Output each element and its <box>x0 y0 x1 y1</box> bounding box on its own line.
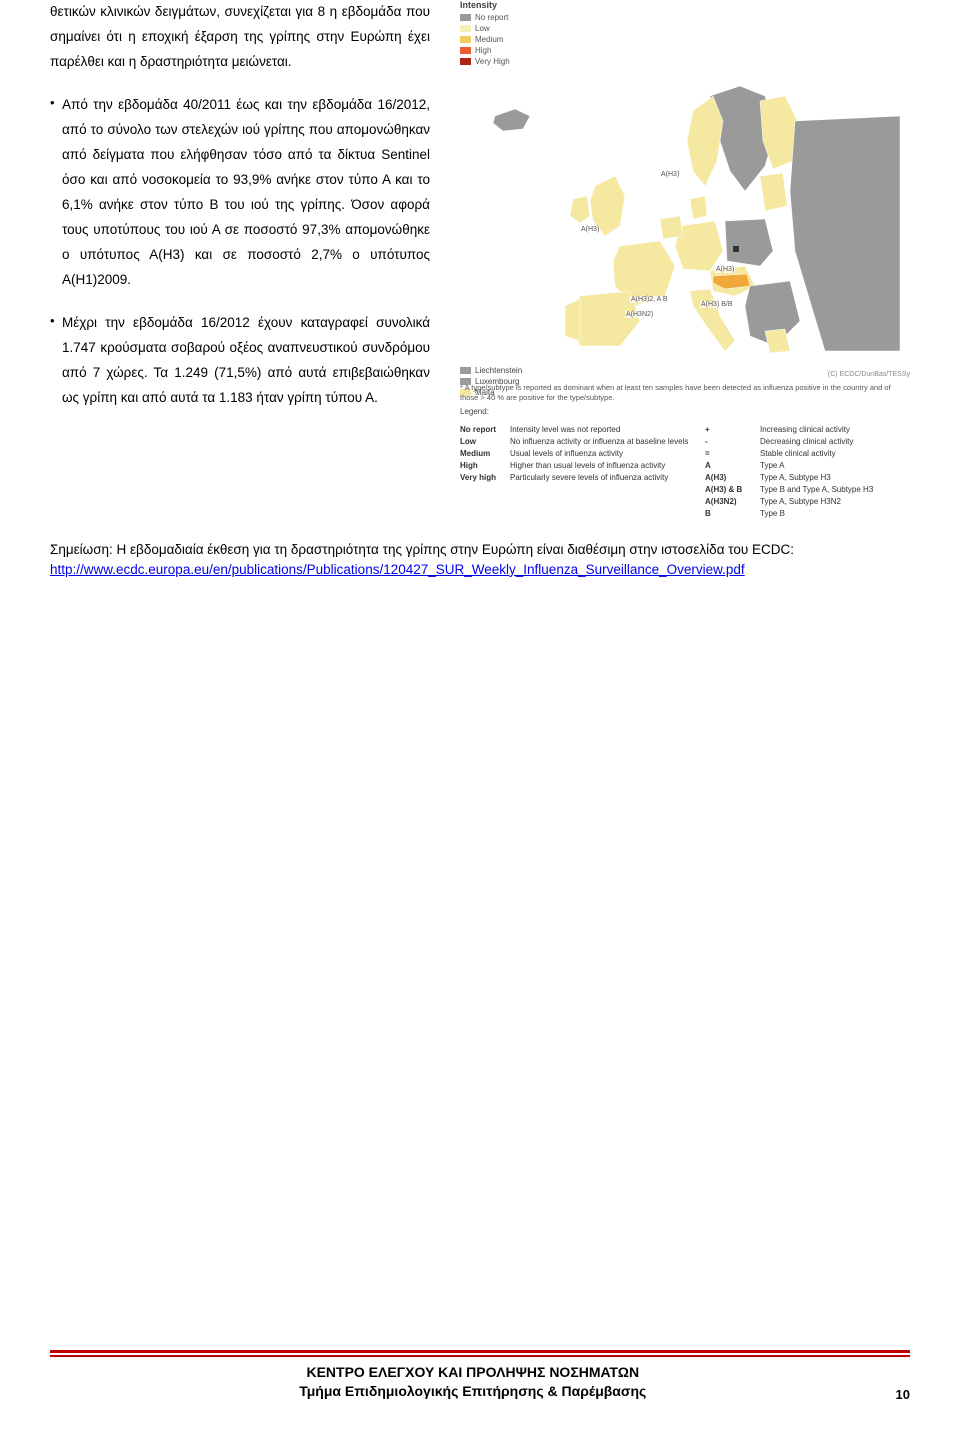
legend-col-symbol: A(H3N2) <box>705 497 760 506</box>
right-map-column: Intensity No report Low Medium High Very Hig… <box>450 0 910 520</box>
intensity-label: Medium <box>475 35 503 44</box>
bullet-dot-icon: • <box>50 311 62 411</box>
map-annotation: A(H3) <box>660 171 680 178</box>
legend-col-symbol: A(H3) & B <box>705 485 760 494</box>
country-label: Liechtenstein <box>475 366 522 375</box>
legend-col-symbol: + <box>705 425 760 434</box>
swatch-icon <box>460 367 471 374</box>
legend-table-row: High Higher than usual levels of influen… <box>460 460 910 472</box>
legend-table-row: Low No influenza activity or influenza a… <box>460 436 910 448</box>
map-svg <box>460 71 910 361</box>
legend-col-level: Medium <box>460 449 510 458</box>
legend-col-symbol: - <box>705 437 760 446</box>
legend-col-meaning: Type A <box>760 461 910 470</box>
legend-table-row: A(H3N2) Type A, Subtype H3N2 <box>460 496 910 508</box>
legend-col-level: No report <box>460 425 510 434</box>
legend-table-row: Very high Particularly severe levels of … <box>460 472 910 484</box>
map-annotation: A(H3) B/B <box>700 301 734 308</box>
legend-col-meaning: Type B <box>760 509 910 518</box>
intensity-label: Low <box>475 24 490 33</box>
bullet-1: • Από την εβδομάδα 40/2011 έως και την ε… <box>50 93 430 293</box>
note-paragraph: Σημείωση: Η εβδομαδιαία έκθεση για τη δρ… <box>0 540 960 581</box>
legend-col-desc <box>510 497 705 506</box>
swatch-icon <box>460 14 471 21</box>
intensity-item: High <box>460 46 910 55</box>
legend-table-row: B Type B <box>460 508 910 520</box>
intensity-item: Very High <box>460 57 910 66</box>
legend-col-desc <box>510 485 705 494</box>
legend-col-meaning: Stable clinical activity <box>760 449 910 458</box>
legend-col-desc: Usual levels of influenza activity <box>510 449 705 458</box>
legend-table-row: A(H3) & B Type B and Type A, Subtype H3 <box>460 484 910 496</box>
intensity-label: Very High <box>475 57 510 66</box>
legend-col-symbol: A <box>705 461 760 470</box>
bullet-2: • Μέχρι την εβδομάδα 16/2012 έχουν καταγ… <box>50 311 430 411</box>
intensity-legend: Intensity No report Low Medium High Very Hig… <box>460 0 910 66</box>
legend-col-meaning: Type A, Subtype H3 <box>760 473 910 482</box>
intensity-label: High <box>475 46 491 55</box>
legend-col-desc: Higher than usual levels of influenza ac… <box>510 461 705 470</box>
paragraph-1: θετικών κλινικών δειγμάτων, συνεχίζεται … <box>50 0 430 75</box>
legend-col-desc: Intensity level was not reported <box>510 425 705 434</box>
legend-col-desc: Particularly severe levels of influenza … <box>510 473 705 482</box>
map-annotation: A(H3) <box>580 226 600 233</box>
bullet-1-text: Από την εβδομάδα 40/2011 έως και την εβδ… <box>62 93 430 293</box>
legend-col-level: Very high <box>460 473 510 482</box>
intensity-item: Low <box>460 24 910 33</box>
swatch-icon <box>460 36 471 43</box>
bullet-dot-icon: • <box>50 93 62 293</box>
footer-center: ΚΕΝΤΡΟ ΕΛΕΓΧΟΥ ΚΑΙ ΠΡΟΛΗΨΗΣ ΝΟΣΗΜΑΤΩΝ Τμ… <box>50 1363 896 1402</box>
country-legend: LiechtensteinLuxembourgMalta (C) ECDC/Du… <box>460 366 910 378</box>
legend-col-desc <box>510 509 705 518</box>
intensity-label: No report <box>475 13 508 22</box>
intensity-item: No report <box>460 13 910 22</box>
swatch-icon <box>460 58 471 65</box>
page-number: 10 <box>896 1387 910 1402</box>
intensity-item: Medium <box>460 35 910 44</box>
swatch-icon <box>460 25 471 32</box>
map-annotation: A(H3N2) <box>625 311 654 318</box>
legend-col-meaning: Increasing clinical activity <box>760 425 910 434</box>
legend-col-symbol: = <box>705 449 760 458</box>
map-annotation: A(H3) <box>715 266 735 273</box>
intensity-title: Intensity <box>460 0 910 10</box>
legend-col-level <box>460 497 510 506</box>
legend-col-meaning: Type A, Subtype H3N2 <box>760 497 910 506</box>
legend-col-meaning: Type B and Type A, Subtype H3 <box>760 485 910 494</box>
legend-col-meaning: Decreasing clinical activity <box>760 437 910 446</box>
legend-table-row: No report Intensity level was not report… <box>460 424 910 436</box>
footer-line-thin <box>50 1355 910 1357</box>
legend-title: Legend: <box>460 407 910 416</box>
note-prefix: Σημείωση: Η εβδομαδιαία έκθεση για τη δρ… <box>50 542 794 557</box>
ecdc-link[interactable]: http://www.ecdc.europa.eu/en/publication… <box>50 562 745 577</box>
legend-definitions-table: No report Intensity level was not report… <box>460 424 910 520</box>
legend-col-desc: No influenza activity or influenza at ba… <box>510 437 705 446</box>
europe-map: A(H3) A(H3) A(H3)2, A B A(H3N2) A(H3) A(H3) B… <box>460 71 910 361</box>
legend-col-level <box>460 485 510 494</box>
footer-title-2: Τμήμα Επιδημιολογικής Επιτήρησης & Παρέμ… <box>50 1382 896 1402</box>
footer-title-1: ΚΕΝΤΡΟ ΕΛΕΓΧΟΥ ΚΑΙ ΠΡΟΛΗΨΗΣ ΝΟΣΗΜΑΤΩΝ <box>50 1363 896 1383</box>
page-footer: ΚΕΝΤΡΟ ΕΛΕΓΧΟΥ ΚΑΙ ΠΡΟΛΗΨΗΣ ΝΟΣΗΜΑΤΩΝ Τμ… <box>50 1350 910 1402</box>
legend-col-level: High <box>460 461 510 470</box>
left-text-column: θετικών κλινικών δειγμάτων, συνεχίζεται … <box>50 0 450 520</box>
legend-col-level <box>460 509 510 518</box>
footer-line-thick <box>50 1350 910 1353</box>
map-footnote: * A type/subtype is reported as dominant… <box>460 383 910 403</box>
bullet-2-text: Μέχρι την εβδομάδα 16/2012 έχουν καταγρα… <box>62 311 430 411</box>
main-content-row: θετικών κλινικών δειγμάτων, συνεχίζεται … <box>0 0 960 520</box>
map-credit: (C) ECDC/DunBas/TESSy <box>460 371 910 378</box>
swatch-icon <box>460 47 471 54</box>
legend-col-symbol: A(H3) <box>705 473 760 482</box>
legend-col-level: Low <box>460 437 510 446</box>
map-annotation: A(H3)2, A B <box>630 296 669 303</box>
legend-col-symbol: B <box>705 509 760 518</box>
footer-text-row: ΚΕΝΤΡΟ ΕΛΕΓΧΟΥ ΚΑΙ ΠΡΟΛΗΨΗΣ ΝΟΣΗΜΑΤΩΝ Τμ… <box>50 1363 910 1402</box>
legend-table-row: Medium Usual levels of influenza activit… <box>460 448 910 460</box>
